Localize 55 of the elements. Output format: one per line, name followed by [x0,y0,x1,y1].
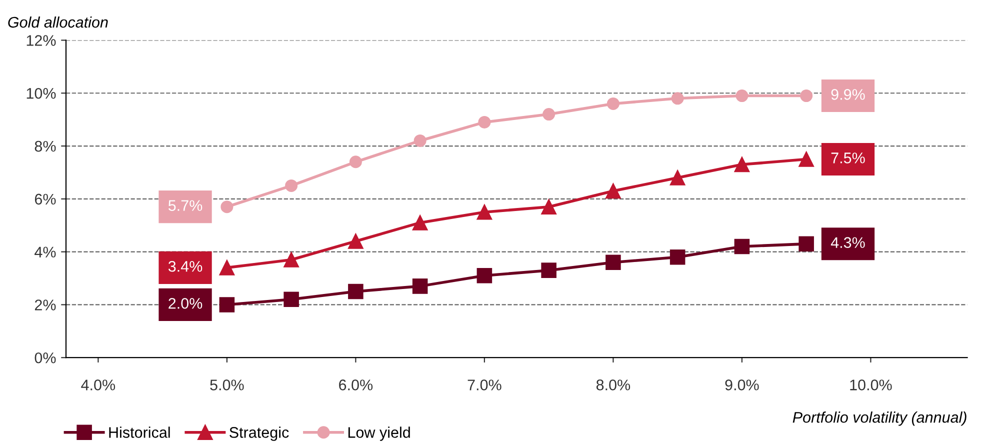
y-tick-label: 8% [34,140,56,152]
x-tick-label: 8.0% [596,380,630,390]
point [606,254,621,270]
data-label: 9.9% [831,89,865,100]
legend-label: Low yield [348,426,410,441]
point [285,179,298,192]
y-axis-title: Gold allocation [8,16,108,28]
point [671,92,684,105]
data-label: 2.0% [168,298,202,309]
point [220,200,234,214]
point [219,260,235,276]
x-tick-label: 6.0% [339,380,373,390]
point [412,278,428,294]
x-axis-title: Portfolio volatility (annual) [792,412,966,426]
point [800,90,813,102]
point [349,156,362,168]
point [476,204,492,220]
data-label: 7.5% [831,152,865,164]
point [798,236,814,252]
point [606,183,621,199]
point [670,170,686,186]
point [414,134,426,147]
x-tick-label: 4.0% [81,380,116,390]
point [348,234,364,249]
point [798,152,814,167]
x-tick-label: 5.0% [210,380,244,390]
y-tick-label: 0% [34,352,56,364]
data-label: 5.7% [168,200,202,211]
point [219,297,235,312]
point [670,249,686,265]
x-tick-label: 9.0% [725,380,759,390]
x-tick-label: 10.0% [850,380,892,390]
point [542,108,556,121]
point [412,215,428,230]
point [734,238,750,254]
legend-label: Historical [109,426,170,438]
point [734,156,750,172]
x-tick-label: 7.0% [468,380,502,390]
point [736,90,748,102]
point [284,252,299,268]
point [606,97,620,110]
y-tick-label: 6% [34,194,56,205]
point [284,292,299,308]
y-tick-label: 10% [26,88,56,99]
data-label: 3.4% [168,260,202,272]
point [541,199,556,214]
point [348,284,364,300]
y-tick-label: 2% [34,300,56,310]
y-tick-label: 4% [34,246,56,258]
point [541,262,556,278]
data-label: 4.3% [830,237,865,248]
point [478,116,491,128]
y-tick-label: 12% [26,35,56,46]
legend-label: Strategic [230,426,289,441]
point [476,268,492,284]
